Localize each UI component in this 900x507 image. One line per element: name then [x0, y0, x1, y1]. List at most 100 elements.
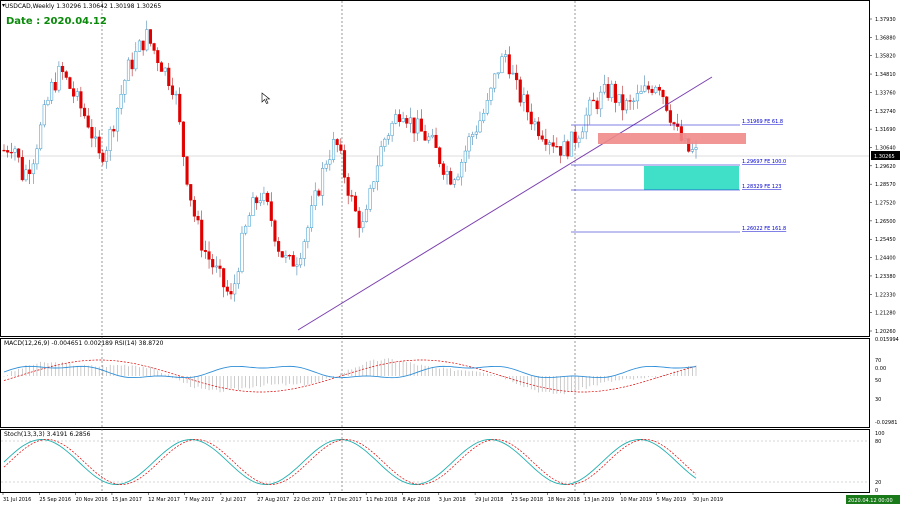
macd-tick-label: -0.02981 [875, 420, 897, 426]
price-tick-label: 1.30640 [875, 145, 896, 151]
target-zone[interactable] [644, 166, 739, 190]
candle-body [255, 197, 259, 204]
ascending-trendline[interactable] [297, 76, 713, 331]
main-pane[interactable] [0, 0, 870, 337]
candle-body [269, 201, 273, 221]
candle-body [97, 136, 101, 154]
resistance-zone[interactable] [598, 133, 746, 144]
candle-body [372, 181, 376, 189]
fib-level-123: 1.28329 FE 123 [742, 184, 781, 190]
candle-body [68, 77, 72, 89]
candle-body [526, 94, 530, 113]
macd-histogram [3, 358, 697, 395]
candle-body [445, 171, 449, 175]
candle-body [46, 100, 50, 105]
candle-body [573, 131, 577, 143]
candle-body [657, 86, 661, 91]
dropdown-triangle-icon [2, 4, 5, 7]
candle-body [31, 163, 35, 175]
candle-body [412, 117, 416, 134]
candle-body [335, 139, 339, 146]
candle-body [452, 179, 456, 185]
time-tick-label: 3 Jun 2018 [439, 497, 466, 503]
time-tick-label: 27 Aug 2017 [257, 497, 289, 503]
candle-body [668, 110, 672, 123]
candle-body [203, 250, 207, 252]
candle-body [599, 91, 603, 110]
rsi-line [3, 365, 697, 379]
candle-body [24, 169, 28, 181]
candle-body [17, 148, 21, 158]
candle-body [6, 150, 10, 153]
candle-body [262, 192, 266, 201]
candle-body [50, 81, 54, 101]
symbol-header: USDCAD,Weekly 1.30296 1.30642 1.30198 1.… [5, 3, 161, 10]
candle-body [148, 29, 153, 44]
candle-body [375, 165, 380, 182]
fib-level-61: 1.31969 FE 61.8 [742, 119, 783, 125]
macd-tick-label: 50 [875, 378, 881, 384]
price-tick-label: 1.21280 [875, 311, 896, 317]
candle-body [189, 184, 193, 201]
candle-body [405, 118, 409, 124]
stoch-tick-label: 100 [875, 431, 885, 437]
candle-body [606, 84, 610, 98]
candle-body [295, 264, 299, 267]
candle-body [353, 195, 358, 212]
candle-body [247, 215, 251, 227]
candle-body [547, 142, 552, 145]
stoch-main-line [3, 439, 697, 485]
candlestick-series [2, 20, 698, 302]
price-tick-label: 1.33760 [875, 90, 896, 96]
candle-body [288, 255, 292, 257]
candle-body [595, 100, 599, 110]
candle-body [485, 100, 489, 114]
candle-body [57, 65, 61, 91]
date-label: Date : 2020.04.12 [6, 16, 107, 27]
price-tick-label: 1.27520 [875, 201, 896, 207]
candle-body [610, 83, 614, 98]
current-time-badge [846, 495, 900, 504]
candle-body [280, 251, 284, 258]
mouse-cursor-icon [261, 92, 271, 104]
candle-body [441, 163, 445, 175]
candle-body [320, 168, 325, 196]
candle-body [361, 221, 365, 229]
candle-body [537, 121, 541, 137]
candle-body [174, 93, 178, 96]
candle-body [478, 120, 482, 133]
price-tick-label: 1.35820 [875, 54, 896, 60]
price-axis[interactable]: 1.37930 1.36880 1.35820 1.34810 1.33760 1.327… [869, 17, 896, 335]
time-tick-label: 25 Sep 2016 [39, 497, 71, 503]
candle-body [108, 128, 112, 151]
candle-body [200, 219, 204, 251]
candle-body [518, 79, 522, 103]
price-tick-label: 1.31690 [875, 127, 896, 133]
candle-body [302, 241, 306, 259]
candle-body [580, 131, 585, 139]
time-tick-label: 20 Nov 2016 [76, 497, 108, 503]
stoch-axis: 100 80 20 0 [875, 431, 885, 494]
candle-body [511, 72, 515, 75]
macd-rsi-pane[interactable] [0, 338, 870, 428]
stoch-pane[interactable] [0, 429, 870, 493]
candle-body [646, 85, 650, 90]
current-time-value: 2020.04.12 00:00 [848, 498, 893, 504]
candle-body [632, 100, 636, 102]
time-axis[interactable]: 31 Jul 2016 25 Sep 2016 20 Nov 2016 15 Jan … [2, 492, 723, 503]
candle-body [101, 152, 105, 162]
candle-body [460, 162, 464, 178]
candle-body [379, 146, 383, 167]
candle-body [602, 84, 607, 93]
candle-body [83, 107, 87, 117]
time-tick-label: 31 Jul 2016 [3, 497, 31, 503]
candle-body [430, 134, 434, 138]
candle-body [588, 99, 592, 116]
candle-body [159, 62, 163, 72]
candle-body [672, 122, 676, 125]
candle-body [613, 83, 617, 103]
candle-body [218, 265, 222, 269]
candle-body [394, 114, 398, 124]
fib-level-100: 1.29697 FE 100.0 [742, 159, 786, 165]
